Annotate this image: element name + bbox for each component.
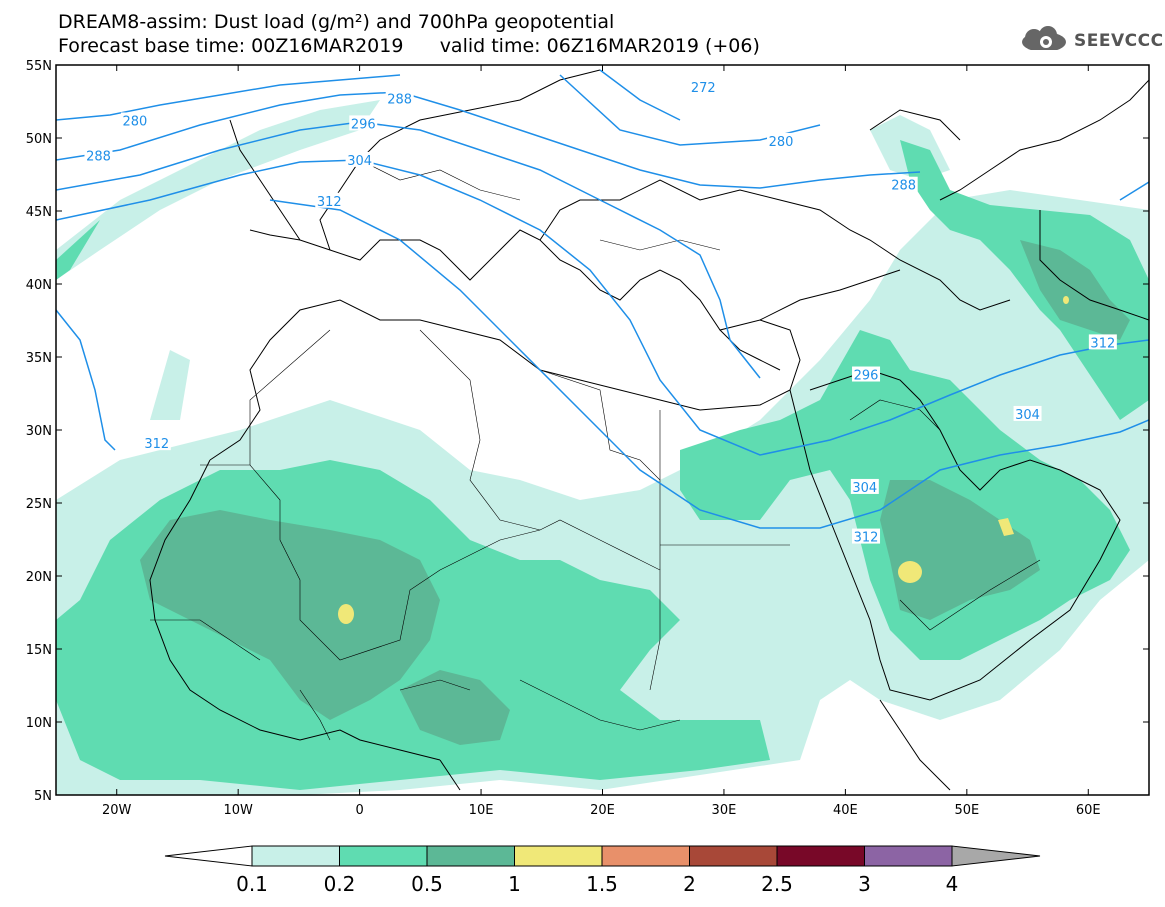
colorbar-segment — [601, 845, 690, 867]
contour-label-bg — [120, 112, 149, 128]
lon-label: 20E — [590, 803, 615, 818]
colorbar-label: 1 — [508, 872, 521, 896]
contour-label-bg — [84, 147, 113, 163]
cloud-gear-icon — [1022, 26, 1066, 53]
contour-label-bg — [1013, 405, 1042, 421]
seevccc-logo: SEEVCCC — [1018, 26, 1164, 56]
contour-label: 272 — [691, 81, 716, 96]
colorbar-label: 0.1 — [236, 872, 268, 896]
colorbar-segment — [251, 845, 340, 867]
contour-label: 280 — [769, 135, 794, 150]
contour-label-bg — [850, 478, 879, 494]
lat-label: 55N — [26, 59, 52, 74]
contour-label-bg — [1088, 334, 1117, 350]
colorbar-segment — [514, 845, 603, 867]
map-title: DREAM8-assim: Dust load (g/m²) and 700hP… — [58, 11, 615, 33]
lat-label: 15N — [26, 643, 52, 658]
lon-label: 20W — [102, 803, 132, 818]
colorbar-label: 0.5 — [411, 872, 443, 896]
latitude-labels: 55N 50N 45N 40N 35N 30N 25N 20N 15N 10N 5N — [26, 59, 52, 804]
contour-label: 296 — [854, 369, 879, 384]
contour-label-bg — [689, 78, 718, 94]
lon-label: 60E — [1076, 803, 1101, 818]
contour-label: 280 — [123, 114, 148, 129]
contour-label-bg — [385, 90, 414, 106]
colorbar-arrow-low — [164, 845, 253, 867]
contour-label-bg — [889, 176, 918, 192]
lat-label: 20N — [26, 570, 52, 585]
contour-label-bg — [142, 435, 171, 451]
colorbar-segment — [864, 845, 953, 867]
logo-text: SEEVCCC — [1074, 31, 1164, 51]
dust-level-1 — [338, 296, 1069, 624]
contour-label: 288 — [86, 150, 111, 165]
contour-labels: 280 288 288 296 304 312 272 280 288 296 304 312 312 3… — [84, 78, 1117, 546]
lon-label: 0 — [355, 803, 363, 818]
contour-label: 312 — [144, 437, 169, 452]
lon-label: 30E — [712, 803, 737, 818]
colorbar-segment — [339, 845, 428, 867]
contour-label-bg — [315, 192, 344, 208]
colorbar-segment — [689, 845, 778, 867]
contour-label: 304 — [347, 154, 372, 169]
contour-label: 312 — [1090, 336, 1115, 351]
contour-label-bg — [852, 528, 881, 544]
contour-label-bg — [767, 132, 796, 148]
contour-label: 312 — [317, 195, 342, 210]
contour-label-bg — [852, 366, 881, 382]
colorbar-arrow-high — [951, 845, 1041, 867]
colorbar-segment — [426, 845, 515, 867]
dust-level-0-5 — [140, 240, 1130, 745]
colorbar-label: 2 — [683, 872, 696, 896]
lat-label: 5N — [34, 789, 52, 804]
lat-label: 35N — [26, 351, 52, 366]
colorbar-segment — [776, 845, 865, 867]
map-subtitle-times: Forecast base time: 00Z16MAR2019 valid t… — [58, 35, 760, 57]
axis-ticks — [56, 64, 1149, 796]
colorbar-label: 2.5 — [761, 872, 793, 896]
lat-label: 10N — [26, 716, 52, 731]
contour-label: 312 — [854, 531, 879, 546]
longitude-labels: 20W 10W 0 10E 20E 30E 40E 50E 60E — [102, 803, 1101, 818]
contour-label: 304 — [852, 481, 877, 496]
geopotential-contours — [56, 69, 1149, 529]
colorbar-label: 0.2 — [324, 872, 356, 896]
contour-label: 304 — [1015, 408, 1040, 423]
lat-label: 25N — [26, 497, 52, 512]
contour-label-bg — [349, 115, 378, 131]
lon-label: 40E — [833, 803, 858, 818]
colorbar: 0.1 0.2 0.5 1 1.5 2 2.5 3 4 — [164, 845, 1041, 896]
colorbar-label: 3 — [858, 872, 871, 896]
lon-label: 50E — [954, 803, 979, 818]
lat-label: 45N — [26, 205, 52, 220]
lat-label: 30N — [26, 424, 52, 439]
colorbar-label: 1.5 — [586, 872, 618, 896]
lon-label: 10W — [223, 803, 253, 818]
colorbar-label: 4 — [946, 872, 959, 896]
lat-label: 50N — [26, 132, 52, 147]
contour-label: 288 — [891, 179, 916, 194]
contour-label-bg — [345, 151, 374, 167]
contour-label: 288 — [387, 93, 412, 108]
lat-label: 40N — [26, 278, 52, 293]
contour-label: 296 — [351, 117, 376, 132]
lon-label: 10E — [469, 803, 494, 818]
